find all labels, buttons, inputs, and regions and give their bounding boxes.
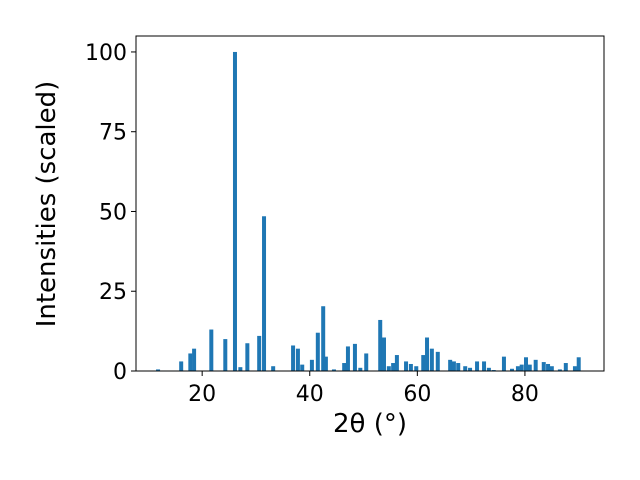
bar [463,366,468,371]
y-tick-label: 25 [99,280,127,305]
bar [179,361,184,371]
bar [192,348,197,371]
bar [486,367,491,371]
bar [300,364,305,371]
y-tick-label: 100 [85,41,127,66]
bar [321,306,326,371]
bar [421,355,426,371]
y-tick-label: 50 [99,200,127,225]
bar [414,366,419,371]
bar [315,332,320,371]
bar [342,363,347,371]
y-tick-label: 0 [113,360,127,385]
bar [381,337,386,371]
x-tick-label: 20 [188,382,216,407]
bar [358,367,363,371]
bar [468,367,473,371]
bar [576,357,581,371]
x-tick-label: 60 [403,382,431,407]
bar [519,364,524,371]
bar [262,216,267,371]
bar [386,366,391,371]
bar [527,364,532,371]
bar [549,366,554,371]
bar [378,319,383,371]
bar [232,51,237,371]
bar [391,363,396,371]
bar [448,359,453,371]
bar [257,335,262,371]
bar [245,343,250,371]
bar [352,343,357,371]
bar [223,339,228,371]
bar [408,363,413,371]
bar [309,359,314,371]
bar [345,346,350,371]
x-axis-label: 2θ (°) [333,409,407,439]
bar [524,357,528,371]
bar [475,361,480,371]
bar [323,356,328,371]
bar [156,369,161,371]
bar [271,366,276,371]
y-axis-label: Intensities (scaled) [32,81,62,328]
bar [425,337,430,371]
bar [451,361,456,371]
bar [546,363,551,371]
bar [482,361,487,371]
bar [295,348,300,371]
bar [394,355,399,371]
bar [209,329,214,371]
plot-frame [135,35,605,372]
x-tick-label: 80 [511,382,539,407]
bar [510,368,515,371]
bar [238,367,243,371]
bar [429,348,434,371]
bar [435,351,440,371]
bar [291,345,296,371]
bar [501,356,506,371]
bar [404,361,409,371]
bar [331,369,336,371]
bar [533,359,538,371]
y-tick-label: 75 [99,121,127,146]
bar [515,366,520,371]
bar [541,362,546,371]
bar [456,363,461,371]
bar [188,353,193,371]
x-tick-label: 40 [296,382,324,407]
bar [557,369,562,371]
bar [572,366,577,371]
bar [563,363,568,371]
bar [364,353,369,371]
